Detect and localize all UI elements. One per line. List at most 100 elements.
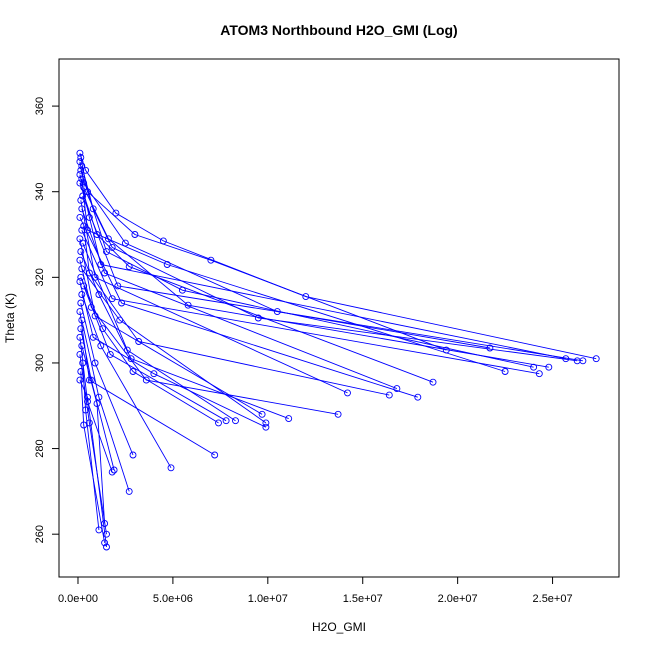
profile-line-20 — [80, 277, 219, 424]
data-point-0-5 — [592, 355, 600, 363]
data-point-29-1 — [93, 400, 101, 408]
data-point-25-0 — [76, 308, 84, 316]
y-tick-label-4: 340 — [34, 183, 46, 201]
data-point-22-1 — [106, 350, 114, 358]
data-point-5-0 — [76, 171, 84, 179]
data-point-21-1 — [89, 333, 97, 341]
data-point-31-0 — [79, 359, 87, 367]
profile-line-22 — [83, 285, 227, 422]
chart-title: ATOM3 Northbound H2O_GMI (Log) — [220, 22, 457, 38]
profile-line-4 — [80, 170, 534, 368]
data-point-16-1 — [123, 346, 131, 354]
data-point-11-1 — [101, 269, 109, 277]
data-layer — [76, 149, 600, 551]
data-point-26-0 — [78, 316, 86, 324]
profile-line-32 — [80, 371, 106, 543]
data-point-12-0 — [76, 213, 84, 221]
data-point-25-2 — [211, 451, 219, 459]
data-point-19-2 — [262, 419, 270, 427]
data-point-0-4 — [302, 293, 310, 301]
profile-line-3 — [81, 165, 578, 362]
data-point-16-0 — [79, 239, 87, 247]
data-point-1-3 — [207, 256, 215, 264]
data-point-16-2 — [232, 417, 239, 425]
x-tick-label-5: 2.5e+07 — [533, 593, 573, 605]
data-point-11-2 — [393, 385, 401, 393]
data-point-32-2 — [101, 539, 109, 547]
data-point-8-1 — [104, 235, 112, 243]
data-point-0-0 — [76, 149, 84, 157]
data-point-21-2 — [150, 370, 158, 378]
x-tick-label-2: 1.0e+07 — [248, 593, 288, 605]
data-point-23-1 — [97, 342, 105, 350]
data-point-0-2 — [112, 209, 120, 217]
data-point-29-0 — [78, 342, 86, 350]
data-point-20-1 — [99, 325, 107, 333]
data-point-18-0 — [76, 256, 84, 264]
data-point-24-2 — [129, 451, 137, 459]
data-point-33-1 — [84, 393, 91, 401]
data-point-13-0 — [80, 222, 88, 230]
data-point-24-1 — [91, 359, 99, 367]
x-tick-label-3: 1.5e+07 — [343, 593, 383, 605]
x-tick-label-4: 2.0e+07 — [438, 593, 478, 605]
data-point-13-3 — [385, 391, 393, 399]
data-point-3-0 — [78, 162, 86, 170]
data-point-2-4 — [486, 344, 494, 352]
data-point-23-0 — [78, 291, 86, 298]
y-tick-label-0: 260 — [34, 525, 46, 543]
x-tick-label-1: 5.0e+06 — [153, 593, 193, 605]
data-point-1-0 — [77, 154, 85, 161]
data-point-24-0 — [77, 299, 85, 307]
data-point-7-3 — [429, 378, 437, 386]
data-point-32-1 — [80, 421, 88, 429]
data-point-8-3 — [545, 363, 553, 371]
data-point-6-0 — [78, 175, 86, 183]
data-point-26-2 — [125, 487, 133, 495]
data-point-17-0 — [77, 248, 85, 256]
profile-line-10 — [80, 200, 348, 394]
profile-line-13 — [83, 225, 390, 396]
profile-line-8 — [83, 187, 549, 368]
data-point-17-3 — [285, 415, 293, 423]
profile-line-27 — [80, 328, 115, 471]
profile-line-25 — [79, 311, 215, 456]
profile-line-12 — [79, 217, 418, 398]
data-point-25-1 — [85, 376, 93, 384]
data-point-33-2 — [103, 543, 110, 551]
data-point-27-0 — [77, 325, 85, 333]
axes-layer: 0.0e+00 5.0e+06 1.0e+07 1.5e+07 2.0e+07 2.5e+… — [34, 97, 573, 605]
profile-line-11 — [81, 208, 398, 390]
data-point-20-0 — [77, 273, 85, 281]
data-point-22-2 — [222, 417, 230, 425]
data-point-11-0 — [78, 205, 86, 213]
data-point-3-2 — [108, 243, 116, 251]
plot-frame — [58, 58, 620, 578]
data-point-7-0 — [76, 179, 84, 187]
y-tick-label-1: 280 — [34, 439, 46, 457]
data-point-6-3 — [501, 368, 509, 375]
data-point-15-2 — [258, 410, 266, 418]
data-point-14-2 — [535, 370, 543, 378]
data-point-10-2 — [344, 389, 351, 397]
data-point-13-2 — [135, 338, 143, 345]
profile-line-26 — [81, 320, 130, 492]
data-point-19-1 — [116, 316, 124, 324]
data-point-22-0 — [80, 282, 88, 290]
data-point-3-1 — [89, 205, 97, 213]
profile-line-2 — [79, 161, 490, 349]
data-point-33-0 — [76, 376, 84, 384]
profile-line-14 — [81, 230, 540, 375]
data-point-12-2 — [414, 393, 422, 401]
profile-line-15 — [79, 238, 263, 415]
profile-line-1 — [80, 157, 447, 351]
profile-line-23 — [81, 294, 172, 469]
data-point-9-2 — [579, 357, 587, 365]
data-point-23-2 — [167, 464, 175, 472]
data-point-18-2 — [142, 376, 150, 384]
x-tick-label-0: 0.0e+00 — [58, 593, 98, 605]
data-point-21-0 — [76, 278, 84, 286]
data-point-7-2 — [125, 263, 133, 271]
profile-line-29 — [81, 345, 106, 524]
